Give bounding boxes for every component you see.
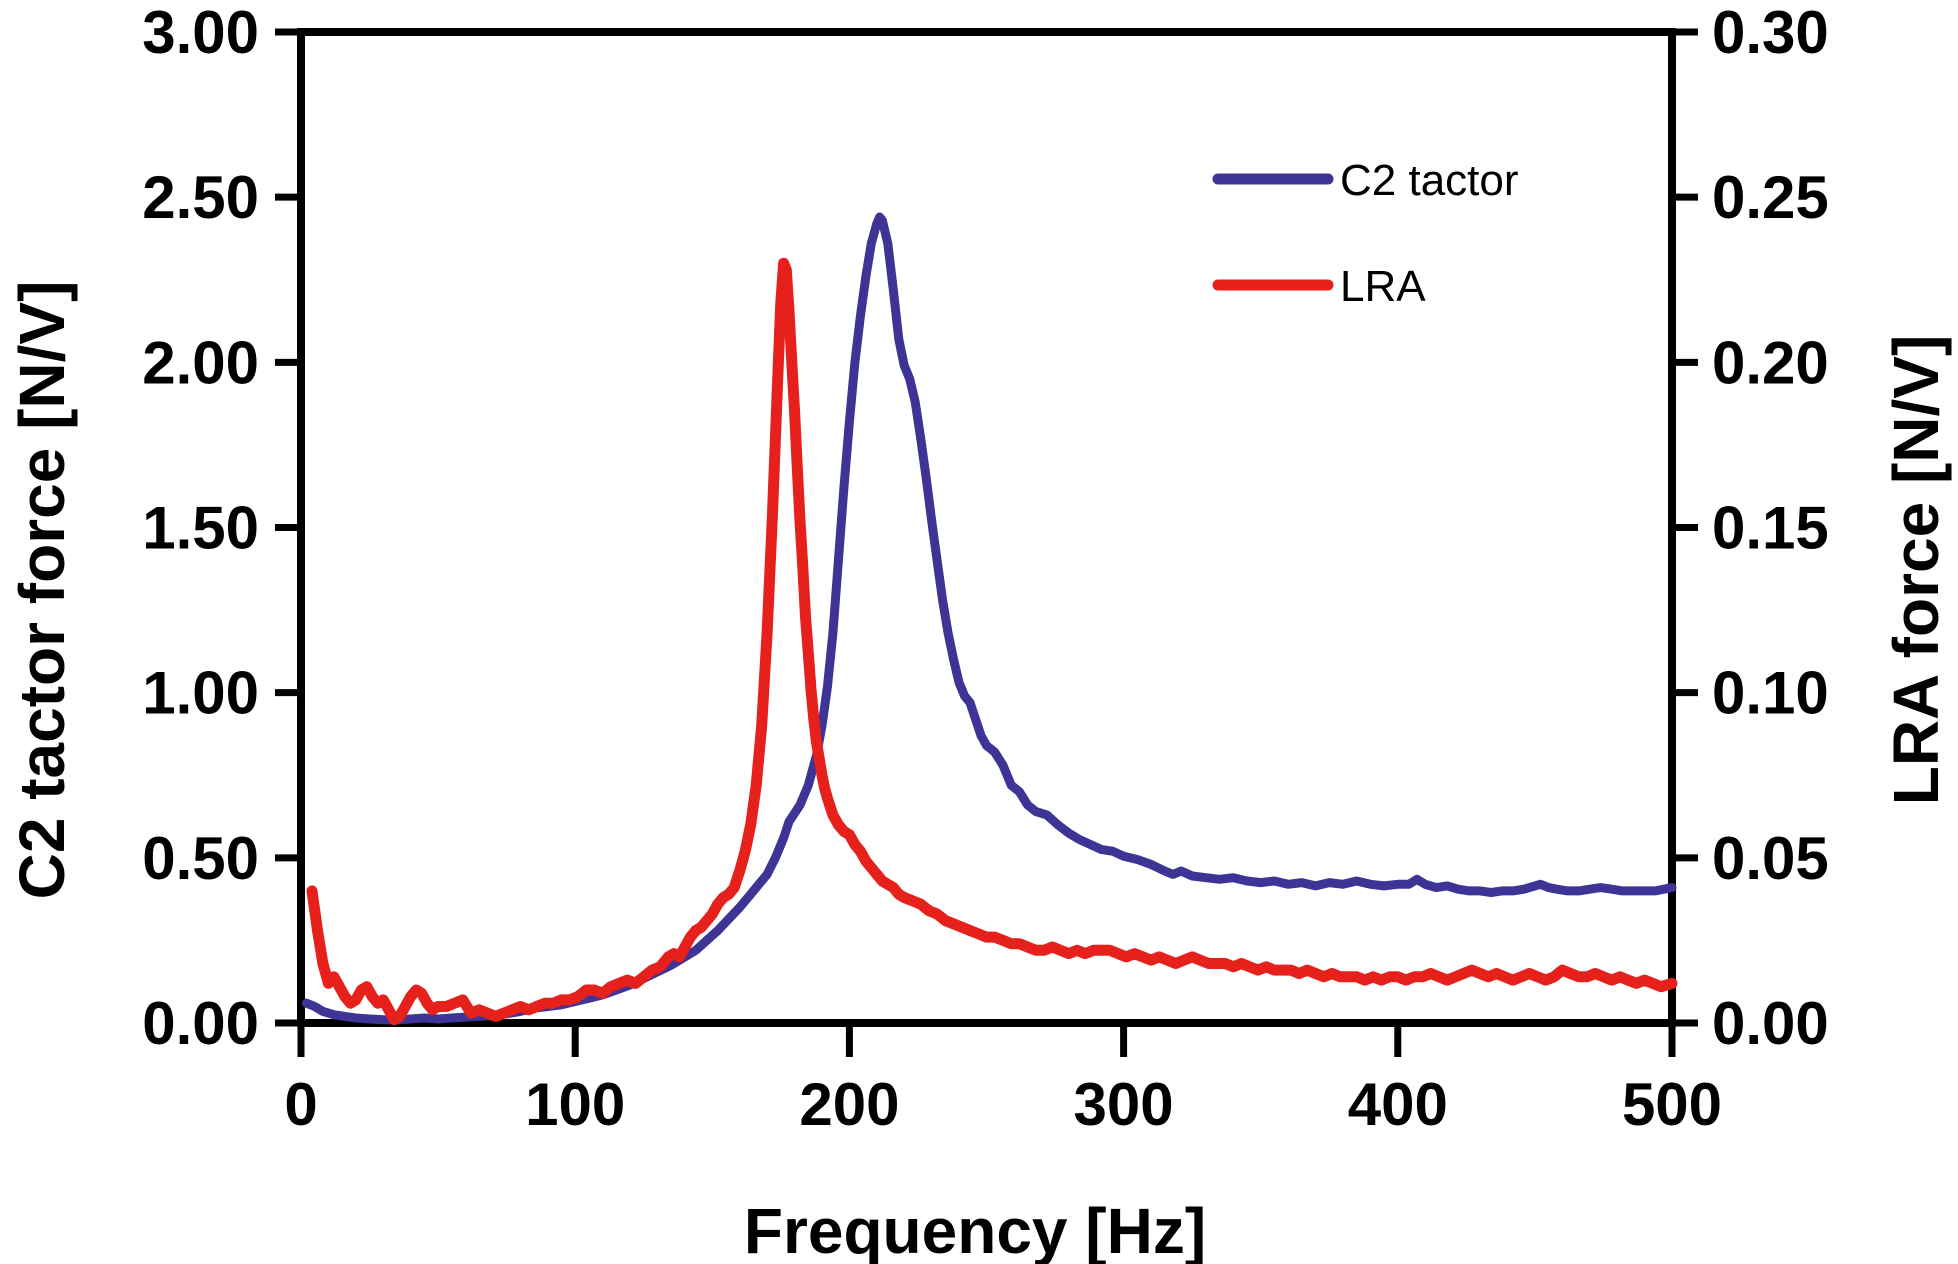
series-line-c2-tactor <box>302 212 1677 1025</box>
x-axis-tick-label: 400 <box>1348 1071 1448 1138</box>
right-axis-title: LRA force [N/V] <box>1880 335 1952 806</box>
left-axis-tick-label: 0.50 <box>142 825 259 892</box>
x-axis-tick-label: 500 <box>1622 1071 1722 1138</box>
x-axis-title: Frequency [Hz] <box>744 1195 1206 1264</box>
right-axis-tick-label: 0.20 <box>1712 329 1829 396</box>
series-line-lra <box>306 257 1678 1026</box>
right-axis-tick-label: 0.15 <box>1712 495 1829 562</box>
series-lines <box>302 212 1678 1026</box>
left-axis-tick-label: 0.00 <box>142 990 259 1057</box>
right-axis-tick-label: 0.30 <box>1712 0 1829 66</box>
x-axis-tick-label: 200 <box>799 1071 899 1138</box>
left-axis-tick-label: 1.50 <box>142 495 259 562</box>
axis-ticks <box>275 28 1698 1057</box>
left-axis-tick-label: 1.00 <box>142 660 259 727</box>
legend-label-c2-tactor: C2 tactor <box>1340 156 1519 205</box>
left-axis-tick-label: 2.50 <box>142 164 259 231</box>
right-axis-tick-label: 0.25 <box>1712 164 1829 231</box>
left-axis-title: C2 tactor force [N/V] <box>6 281 78 900</box>
x-axis-tick-label: 100 <box>525 1071 625 1138</box>
left-axis-tick-label: 3.00 <box>142 0 259 66</box>
legend-label-lra: LRA <box>1340 262 1426 311</box>
x-axis-tick-label: 0 <box>284 1071 317 1138</box>
right-axis-tick-label: 0.05 <box>1712 825 1829 892</box>
legend <box>1212 173 1334 291</box>
axis-tick-labels: 0.00 0.50 1.00 1.50 2.00 2.50 3.00 0.00 0.05 0.10… <box>142 0 1829 1138</box>
right-axis-tick-label: 0.10 <box>1712 660 1829 727</box>
left-axis-tick-label: 2.00 <box>142 329 259 396</box>
right-axis-tick-label: 0.00 <box>1712 990 1829 1057</box>
x-axis-tick-label: 300 <box>1074 1071 1174 1138</box>
